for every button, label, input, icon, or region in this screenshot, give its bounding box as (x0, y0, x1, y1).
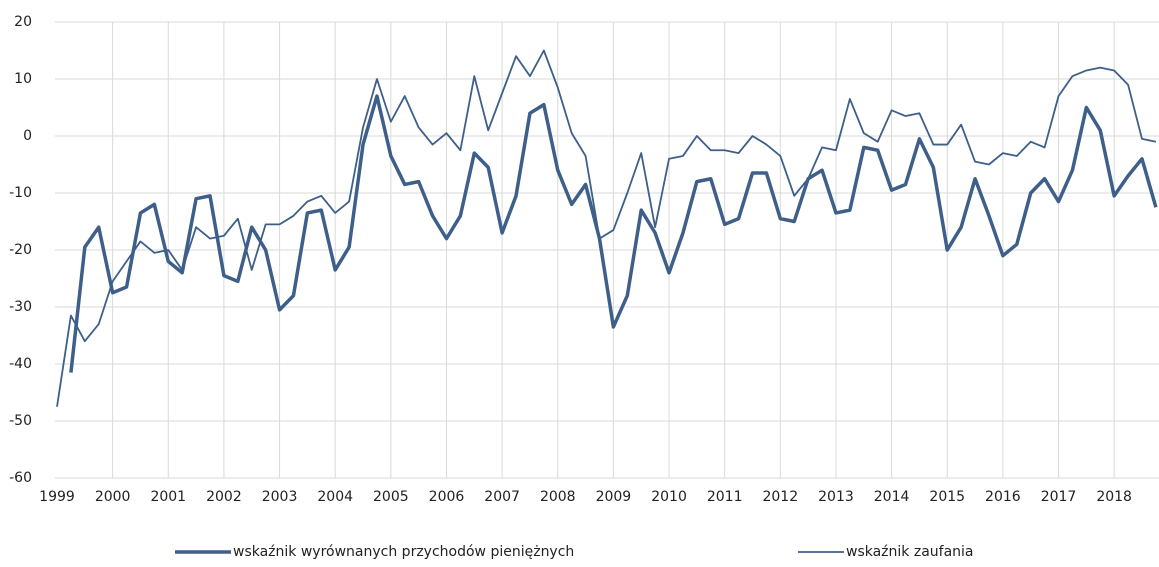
y-tick-label: -10 (9, 185, 32, 201)
x-tick-label: 2015 (929, 489, 965, 505)
x-tick-label: 2014 (874, 489, 910, 505)
x-tick-label: 2001 (150, 489, 186, 505)
x-tick-label: 2010 (651, 489, 687, 505)
x-tick-label: 2016 (985, 489, 1021, 505)
legend-label: wskaźnik wyrównanych przychodów pieniężn… (233, 544, 574, 560)
y-tick-label: -20 (9, 242, 32, 258)
y-tick-label: 0 (23, 128, 32, 144)
x-tick-label: 2006 (429, 489, 465, 505)
x-tick-label: 2013 (818, 489, 854, 505)
x-tick-label: 2004 (317, 489, 353, 505)
x-tick-label: 1999 (39, 489, 75, 505)
x-tick-label: 2003 (262, 489, 298, 505)
x-tick-label: 2012 (762, 489, 798, 505)
legend-label: wskaźnik zaufania (846, 544, 974, 560)
x-tick-label: 2002 (206, 489, 242, 505)
x-tick-label: 2018 (1096, 489, 1132, 505)
x-tick-label: 2000 (95, 489, 131, 505)
series-line (69, 94, 1158, 373)
y-tick-label: -30 (9, 299, 32, 315)
series-line (56, 49, 1157, 407)
y-tick-label: -60 (9, 470, 32, 486)
y-tick-label: 10 (14, 71, 32, 87)
x-tick-label: 2011 (707, 489, 743, 505)
x-tick-label: 2009 (596, 489, 632, 505)
y-tick-label: -40 (9, 356, 32, 372)
x-tick-label: 2007 (484, 489, 520, 505)
y-tick-label: -50 (9, 413, 32, 429)
x-tick-label: 2008 (540, 489, 576, 505)
y-tick-label: 20 (14, 14, 32, 30)
x-tick-label: 2017 (1041, 489, 1077, 505)
x-tick-label: 2005 (373, 489, 409, 505)
